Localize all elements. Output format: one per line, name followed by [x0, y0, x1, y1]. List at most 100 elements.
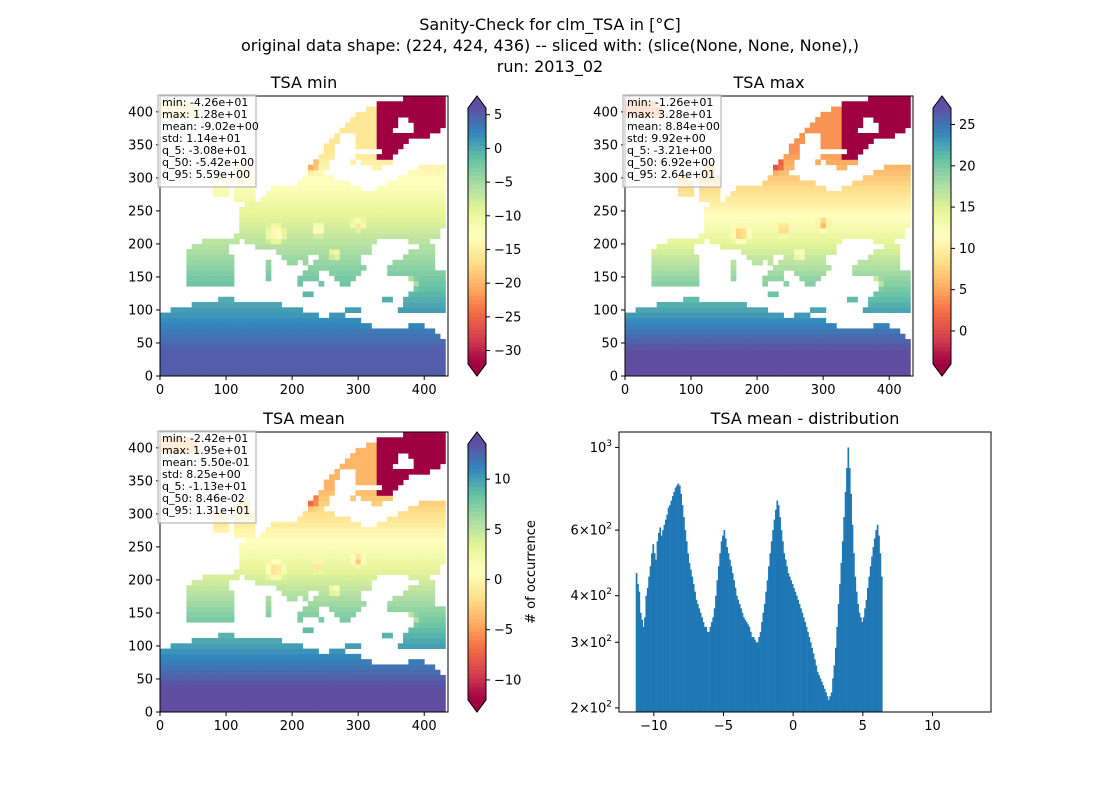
map-cell	[899, 349, 906, 356]
map-cell	[894, 360, 901, 366]
map-cell	[281, 521, 288, 528]
map-cell	[175, 706, 182, 713]
map-cell	[329, 558, 335, 565]
map-cell	[329, 317, 335, 324]
map-cell	[255, 312, 261, 319]
map-cell	[429, 590, 436, 597]
map-cell	[249, 323, 256, 329]
map-cell	[418, 537, 425, 544]
map-cell	[873, 191, 880, 197]
map-cell	[440, 175, 446, 181]
map-cell	[202, 344, 208, 350]
map-cell	[704, 307, 710, 314]
map-cell	[276, 191, 282, 197]
map-cell	[651, 370, 658, 377]
map-cell	[429, 169, 436, 176]
map-cell	[196, 243, 203, 250]
colorbar-segment	[933, 172, 951, 177]
map-cell	[862, 349, 869, 356]
map-cell	[857, 328, 864, 335]
map-cell	[350, 569, 356, 576]
map-cell	[339, 259, 346, 266]
map-cell	[360, 468, 367, 475]
map-cell	[424, 527, 430, 533]
map-cell	[799, 259, 806, 266]
map-cell	[313, 648, 319, 655]
map-cell	[831, 370, 837, 377]
colorbar-tick-label: 20	[959, 159, 976, 174]
map-cell	[397, 601, 404, 607]
map-cell	[218, 574, 224, 581]
map-cell	[376, 185, 383, 192]
map-cell	[302, 291, 309, 298]
map-cell	[307, 521, 314, 528]
colorbar-segment	[933, 265, 951, 271]
map-cell	[820, 233, 827, 240]
map-cell	[360, 669, 367, 676]
map-cell	[281, 328, 288, 335]
map-cell	[846, 185, 853, 192]
map-cell	[403, 638, 409, 644]
map-cell	[873, 259, 880, 266]
map-cell	[836, 143, 843, 150]
map-cell	[366, 664, 372, 671]
map-cell	[820, 132, 827, 139]
map-cell	[244, 542, 251, 549]
map-cell	[677, 349, 684, 356]
map-cell	[360, 143, 367, 150]
map-cell	[392, 206, 399, 213]
map-cell	[429, 548, 436, 554]
map-cell	[646, 370, 652, 377]
map-cell	[783, 349, 790, 356]
map-cell	[307, 175, 314, 181]
map-cell	[799, 212, 806, 218]
map-cell	[434, 191, 441, 197]
map-cell	[757, 243, 763, 250]
map-cell	[403, 690, 409, 697]
map-cell	[640, 312, 647, 319]
map-cell	[809, 180, 816, 187]
map-cell	[424, 360, 430, 366]
map-cell	[434, 280, 441, 287]
map-cell	[408, 574, 415, 581]
map-cell	[725, 243, 732, 250]
map-cell	[883, 339, 890, 345]
map-cell	[392, 468, 399, 475]
map-cell	[714, 333, 721, 340]
map-cell	[360, 447, 367, 454]
map-cell	[825, 217, 832, 224]
map-cell	[704, 212, 710, 218]
map-cell	[778, 233, 784, 240]
map-cell	[672, 280, 679, 287]
map-cell	[165, 317, 171, 324]
map-cell	[276, 527, 282, 533]
map-cell	[730, 323, 737, 329]
map-cell	[387, 365, 393, 372]
map-cell	[683, 296, 689, 303]
map-cell	[418, 117, 425, 123]
map-cell	[329, 548, 335, 554]
map-cell	[751, 354, 758, 361]
map-cell	[677, 259, 684, 266]
map-cell	[281, 669, 288, 676]
map-cell	[249, 360, 256, 366]
map-cell	[413, 111, 420, 118]
map-cell	[772, 175, 779, 181]
map-cell	[302, 696, 309, 702]
map-cell	[381, 196, 388, 203]
map-cell	[244, 349, 251, 356]
map-cell	[403, 339, 409, 345]
map-cell	[424, 249, 430, 255]
map-cell	[323, 196, 330, 203]
map-cell	[313, 553, 319, 560]
map-cell	[329, 360, 335, 366]
map-cell	[286, 254, 293, 261]
map-cell	[862, 228, 869, 234]
map-cell	[397, 548, 404, 554]
map-cell	[709, 201, 716, 208]
map-cell	[899, 175, 906, 181]
map-cell	[831, 201, 837, 208]
map-cell	[318, 595, 325, 602]
map-cell	[677, 328, 684, 335]
map-cell	[873, 180, 880, 187]
